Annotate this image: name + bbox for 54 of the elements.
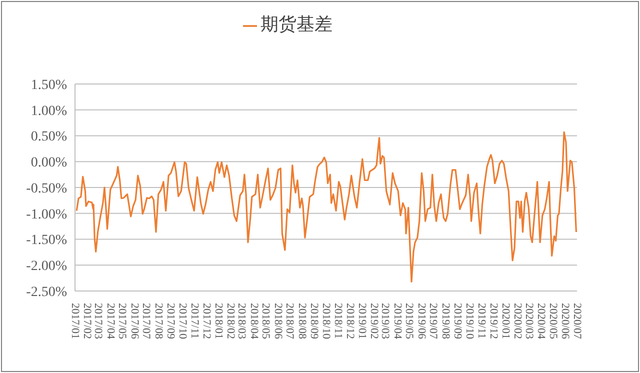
- x-tick-label: 2018/04: [248, 303, 260, 340]
- x-tick-label: 2020/05: [547, 303, 560, 340]
- x-tick-label: 2020/03: [523, 303, 536, 340]
- x-tick-label: 2018/02: [224, 303, 237, 340]
- x-tick-label: 2018/01: [212, 303, 224, 340]
- y-tick-label: 1.00%: [30, 104, 68, 119]
- y-tick-label: -1.50%: [26, 233, 68, 248]
- x-tick-label: 2018/11: [332, 303, 344, 339]
- x-tick-label: 2019/05: [403, 303, 416, 340]
- x-tick-label: 2017/11: [188, 303, 201, 339]
- x-tick-label: 2019/09: [451, 303, 464, 340]
- x-tick-label: 2019/06: [415, 303, 428, 340]
- y-tick-label: -2.00%: [26, 259, 68, 274]
- x-tick-label: 2020/01: [499, 303, 512, 340]
- x-tick-label: 2019/11: [475, 303, 488, 339]
- x-tick-label: 2017/03: [92, 303, 104, 340]
- x-tick-label: 2017/04: [104, 303, 116, 340]
- x-tick-label: 2018/09: [308, 303, 320, 340]
- x-tick-label: 2018/10: [320, 303, 332, 340]
- x-tick-label: 2020/06: [559, 303, 572, 340]
- x-tick-label: 2020/02: [512, 303, 524, 340]
- x-tick-label: 2019/10: [463, 303, 476, 340]
- x-tick-label: 2018/05: [260, 303, 272, 340]
- x-tick-label: 2019/03: [379, 303, 392, 340]
- legend-label: 期货基差: [260, 14, 332, 34]
- x-tick-label: 2019/12: [487, 303, 500, 340]
- x-tick-label: 2017/06: [128, 303, 140, 340]
- x-tick-label: 2017/10: [176, 303, 188, 340]
- x-tick-label: 2018/12: [344, 303, 356, 340]
- line-series: [76, 131, 577, 282]
- x-tick-label: 2017/09: [164, 303, 177, 340]
- x-tick-label: 2018/03: [236, 303, 248, 340]
- y-tick-label: 1.50%: [30, 78, 68, 93]
- x-tick-label: 2017/12: [200, 303, 212, 340]
- x-tick-label: 2017/01: [69, 303, 81, 340]
- x-tick-label: 2019/02: [368, 303, 380, 340]
- x-tick-label: 2017/08: [152, 303, 164, 340]
- x-tick-label: 2019/04: [391, 303, 404, 340]
- x-tick-label: 2017/07: [140, 303, 152, 340]
- x-tick-label: 2020/04: [535, 303, 548, 340]
- y-tick-label: -0.50%: [26, 181, 68, 196]
- x-tick-label: 2018/08: [296, 303, 308, 340]
- y-tick-label: 0.00%: [30, 156, 68, 171]
- x-tick-label: 2019/01: [356, 303, 368, 340]
- x-tick-label: 2018/07: [284, 303, 296, 340]
- x-tick-label: 2019/08: [439, 303, 452, 340]
- y-tick-label: 0.50%: [30, 130, 68, 145]
- x-tick-label: 2020/07: [571, 303, 583, 340]
- x-tick-label: 2019/07: [427, 303, 440, 340]
- x-tick-label: 2017/05: [116, 303, 128, 340]
- y-tick-label: -2.50%: [26, 284, 68, 300]
- x-tick-label: 2017/02: [81, 303, 94, 340]
- y-tick-label: -1.00%: [26, 207, 68, 222]
- x-tick-label: 2018/06: [272, 303, 284, 340]
